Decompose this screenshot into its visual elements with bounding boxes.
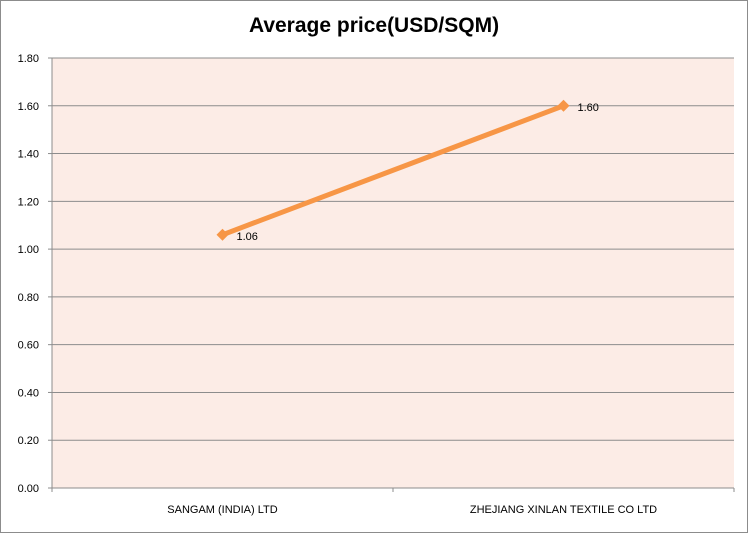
y-tick-label: 0.40: [18, 387, 39, 399]
data-point-marker: [216, 228, 229, 241]
data-labels: 1.06 1.60: [237, 102, 599, 243]
series-line: [221, 103, 565, 238]
x-tick-label: SANGAM (INDIA) LTD: [167, 504, 277, 516]
y-tick-label: 1.80: [18, 53, 39, 65]
y-tick-label: 0.80: [18, 292, 39, 304]
y-tick-label: 1.20: [18, 196, 39, 208]
gridlines: [48, 57, 734, 489]
y-tick-label: 1.00: [18, 244, 39, 256]
series-layer: [216, 99, 570, 241]
axes: [51, 58, 735, 492]
x-tick-labels: SANGAM (INDIA) LTD ZHEJIANG XINLAN TEXTIL…: [167, 504, 657, 516]
y-tick-label: 0.60: [18, 340, 39, 352]
data-label: 1.06: [237, 231, 258, 243]
plot-area: [52, 58, 734, 488]
y-tick-label: 1.40: [18, 149, 39, 161]
chart-title: Average price(USD/SQM): [248, 14, 500, 37]
y-tick-label: 1.60: [18, 101, 39, 113]
data-point-marker: [557, 99, 570, 112]
data-label: 1.60: [578, 102, 599, 114]
y-tick-labels: 0.00 0.20 0.40 0.60 0.80 1.00 1.20 1.40 1.60 1.80: [18, 53, 39, 495]
x-tick-label: ZHEJIANG XINLAN TEXTILE CO LTD: [470, 504, 657, 516]
y-tick-label: 0.00: [18, 483, 39, 495]
y-tick-label: 0.20: [18, 435, 39, 447]
